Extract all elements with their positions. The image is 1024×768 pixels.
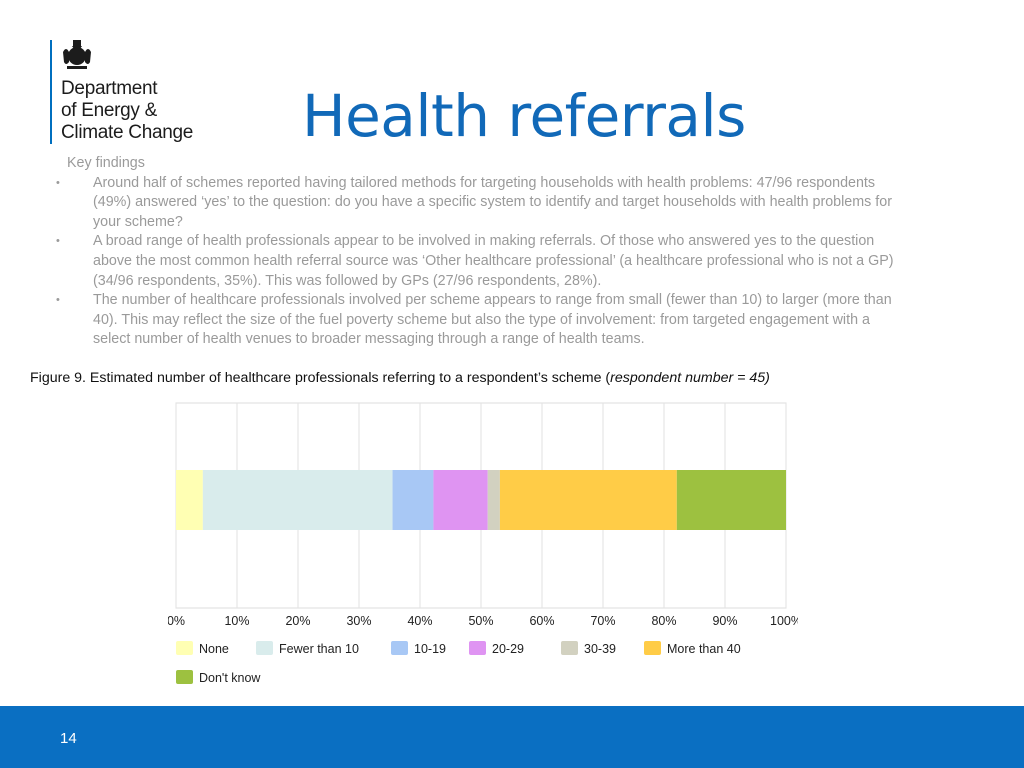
- department-name: Department of Energy & Climate Change: [61, 78, 193, 144]
- page-number: 14: [60, 730, 77, 747]
- x-tick-label: 10%: [224, 614, 249, 628]
- x-tick-label: 80%: [651, 614, 676, 628]
- finding-text: A broad range of health professionals ap…: [93, 233, 894, 289]
- bar-segment: [433, 470, 488, 530]
- bullet-icon: •: [56, 294, 60, 307]
- bar-segment: [499, 470, 677, 530]
- x-tick-label: 90%: [712, 614, 737, 628]
- legend-label: None: [199, 642, 229, 656]
- findings-list: • Around half of schemes reported having…: [56, 174, 906, 350]
- legend-swatch: [256, 641, 273, 655]
- legend-swatch: [176, 670, 193, 684]
- finding-text: The number of healthcare professionals i…: [93, 292, 892, 348]
- legend-swatch: [391, 641, 408, 655]
- x-tick-label: 30%: [346, 614, 371, 628]
- bar-segment: [676, 470, 786, 530]
- x-tick-label: 50%: [468, 614, 493, 628]
- logo-divider: [50, 40, 52, 144]
- legend-label: Fewer than 10: [279, 642, 359, 656]
- department-name-line: Climate Change: [61, 122, 194, 143]
- finding-text: Around half of schemes reported having t…: [93, 174, 892, 230]
- department-name-line: of Energy &: [61, 100, 157, 121]
- x-tick-label: 100%: [770, 614, 798, 628]
- key-findings: Key findings • Around half of schemes re…: [56, 154, 906, 350]
- legend-label: 10-19: [414, 642, 446, 656]
- department-logo: Department of Energy & Climate Change: [50, 38, 240, 148]
- legend-swatch: [469, 641, 486, 655]
- slide-title: Health referrals: [302, 82, 746, 150]
- legend-label: More than 40: [667, 642, 741, 656]
- bar-segment: [176, 470, 203, 530]
- x-tick-label: 70%: [590, 614, 615, 628]
- chart-canvas: 0% 10% 20% 30% 40% 50% 60% 70% 80% 90% 100% None Few…: [168, 402, 798, 685]
- finding-item: • A broad range of health professionals …: [56, 232, 906, 291]
- footer-bar: 14: [0, 706, 1024, 768]
- bar-segment: [487, 470, 500, 530]
- caption-respondent-number: respondent number = 45): [610, 370, 770, 386]
- legend-label: 30-39: [584, 642, 616, 656]
- x-tick-label: 40%: [407, 614, 432, 628]
- x-tick-label: 60%: [529, 614, 554, 628]
- department-name-line: Department: [61, 78, 158, 99]
- legend-swatch: [561, 641, 578, 655]
- key-findings-heading: Key findings: [67, 155, 145, 171]
- bar-segment: [392, 470, 434, 530]
- bar-segment: [202, 470, 393, 530]
- legend-label: Don't know: [199, 671, 261, 685]
- legend-swatch: [176, 641, 193, 655]
- x-tick-label: 0%: [168, 614, 185, 628]
- finding-item: • The number of healthcare professionals…: [56, 291, 906, 350]
- bullet-icon: •: [56, 235, 60, 248]
- caption-text: Figure 9. Estimated number of healthcare…: [30, 370, 611, 386]
- legend-swatch: [644, 641, 661, 655]
- legend-label: 20-29: [492, 642, 524, 656]
- finding-item: • Around half of schemes reported having…: [56, 174, 906, 233]
- stacked-bar-chart: 0% 10% 20% 30% 40% 50% 60% 70% 80% 90% 100% None Few…: [168, 400, 798, 695]
- bullet-icon: •: [56, 176, 60, 189]
- x-tick-label: 20%: [285, 614, 310, 628]
- royal-crest-icon: [63, 40, 91, 69]
- figure-caption: Figure 9. Estimated number of healthcare…: [30, 370, 770, 386]
